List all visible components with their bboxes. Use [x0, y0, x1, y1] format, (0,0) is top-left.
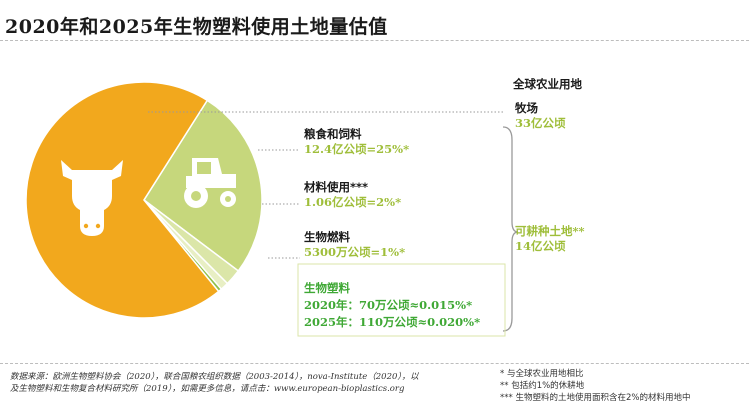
footnote-1: * 与全球农业用地相比	[500, 369, 584, 379]
tractor-icon	[184, 158, 236, 208]
bioplastic-2025: 2025年：110万公顷≈0.020%*	[304, 315, 481, 329]
footnote-2: ** 包括约1%的休耕地	[500, 381, 585, 391]
title-divider	[0, 40, 749, 41]
food-label: 粮食和饲料 12.4亿公顷=25%*	[304, 127, 409, 157]
total-label: 全球农业用地	[513, 77, 582, 92]
biofuel-value: 5300万公顷=1%*	[304, 245, 406, 259]
bioplastic-label: 生物塑料 2020年：70万公顷≈0.015%* 2025年：110万公顷≈0.…	[304, 280, 480, 331]
arable-value: 14亿公顷	[515, 239, 566, 253]
arable-bracket	[502, 126, 519, 332]
bioplastic-name: 生物塑料	[304, 281, 350, 295]
biofuel-name: 生物燃料	[304, 230, 350, 244]
total-name: 全球农业用地	[513, 77, 582, 91]
footer-divider	[0, 363, 749, 364]
pie-slice-0	[25, 81, 220, 319]
footnotes: * 与全球农业用地相比 ** 包括约1%的休耕地 *** 生物塑料的土地使用面积…	[500, 368, 690, 404]
cow-icon	[61, 160, 123, 236]
biofuel-label: 生物燃料 5300万公顷=1%*	[304, 230, 405, 260]
page-title: 2020年和2025年生物塑料使用土地量估值	[5, 16, 388, 38]
arable-name: 可耕种土地**	[515, 224, 585, 238]
pasture-name: 牧场	[515, 101, 538, 115]
source-line-1: 数据来源：欧洲生物塑料协会（2020），联合国粮农组织数据（2003-2014）…	[10, 372, 419, 382]
source-line-2: 及生物塑料和生物复合材料研究所（2019），如需更多信息，请点击：www.eur…	[10, 384, 405, 394]
pasture-value: 33亿公顷	[515, 116, 566, 130]
bioplastic-2020: 2020年：70万公顷≈0.015%*	[304, 298, 473, 312]
food-name: 粮食和饲料	[304, 127, 362, 141]
arable-label: 可耕种土地** 14亿公顷	[515, 224, 585, 254]
bioplastic-box	[297, 263, 506, 337]
material-label: 材料使用*** 1.06亿公顷=2%*	[304, 180, 401, 210]
source-note: 数据来源：欧洲生物塑料协会（2020），联合国粮农组织数据（2003-2014）…	[10, 371, 419, 395]
leader-lines	[148, 111, 505, 259]
footnote-3: *** 生物塑料的土地使用面积含在2%的材料用地中	[500, 393, 691, 403]
material-name: 材料使用***	[304, 180, 369, 194]
pasture-label: 牧场 33亿公顷	[515, 101, 566, 131]
food-value: 12.4亿公顷=25%*	[304, 142, 410, 156]
material-value: 1.06亿公顷=2%*	[304, 195, 402, 209]
